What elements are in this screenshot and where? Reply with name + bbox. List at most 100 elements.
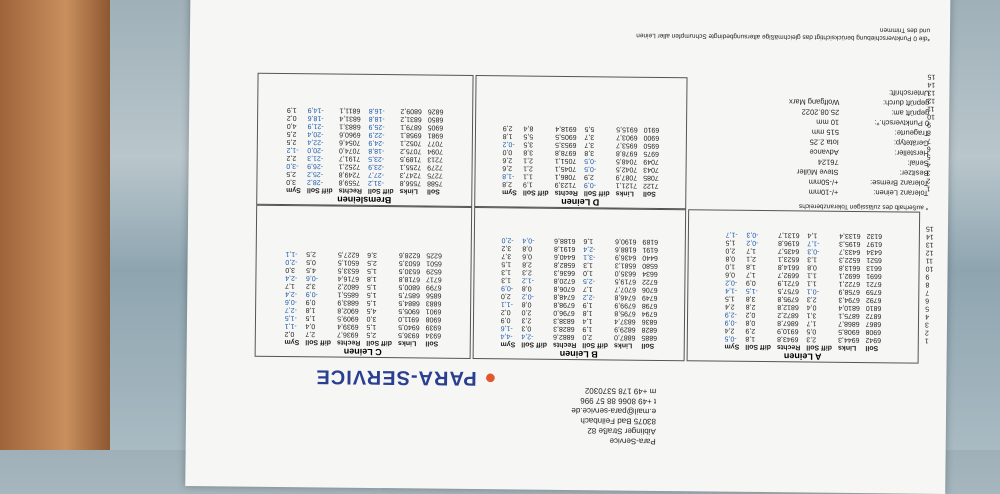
info-value: 76124	[817, 157, 839, 167]
cell: 6613,8	[838, 264, 861, 272]
cell: 1,5	[305, 314, 316, 322]
cell: 6190,6	[615, 237, 637, 246]
cell: 4,0	[286, 122, 297, 130]
cell: 6950	[643, 142, 660, 150]
row-number: 5	[925, 304, 930, 312]
cell: 6434	[866, 248, 883, 256]
cell: 6953,5	[555, 141, 577, 149]
cell: 6195,3	[839, 240, 861, 248]
cell: -2,4	[285, 274, 298, 282]
row-numbers: 1 2 3 4 5 6 7 8 9 10 11 12 13 14 15	[925, 224, 940, 344]
column-header: Soll	[425, 340, 439, 348]
cell: 0,2	[284, 330, 295, 338]
cell: 1,8	[305, 306, 316, 314]
cell: 1,3	[501, 268, 512, 276]
cell: 2,1	[523, 165, 533, 173]
column-header: diff Soll	[306, 186, 333, 195]
cell: -22,4	[307, 138, 324, 146]
cell: 6580	[642, 262, 658, 270]
cell: 6796,0	[553, 309, 575, 317]
cell: 0,8	[521, 285, 532, 293]
column-header: diff Soll	[745, 343, 772, 351]
cell: -0,5	[584, 165, 597, 173]
column-header: Links	[837, 344, 857, 352]
cell: 6831,4	[339, 115, 361, 123]
cell: 7094	[427, 148, 444, 156]
cell: 0,4	[806, 304, 817, 312]
cell: 6867	[865, 320, 882, 328]
cell: 7556,8	[399, 179, 422, 187]
info-value: +/-10mm	[808, 187, 839, 197]
cell: 6884,5	[398, 299, 420, 307]
cell: 2,3	[806, 296, 817, 304]
cell: 0,2	[500, 308, 511, 316]
column-header: Links	[397, 339, 417, 347]
cell: 3,7	[584, 133, 595, 141]
cell: 0,6	[725, 271, 736, 279]
row-number: 10	[927, 112, 935, 120]
cell: 2,5	[306, 250, 317, 258]
cell: 6435,7	[777, 247, 800, 255]
cell: 6939	[425, 324, 442, 332]
cell: 6720,8	[553, 277, 576, 285]
cell: -2,0	[285, 258, 298, 266]
cell: 6529	[426, 268, 442, 276]
row-number: 3	[924, 320, 929, 328]
tables	[185, 486, 945, 494]
cell: 1,9	[286, 106, 297, 114]
cell: -1,7	[725, 231, 738, 239]
cell: -0,3	[807, 248, 820, 256]
column-header: Rechts	[776, 343, 801, 351]
cell: 7249,8	[338, 171, 361, 179]
cell: 6872,2	[777, 311, 799, 319]
cell: 7191,7	[338, 155, 361, 163]
cell: -1,5	[745, 287, 758, 295]
row-number: 1	[924, 336, 929, 344]
cell: 6855,1	[337, 291, 359, 299]
cell: -20,4	[307, 130, 324, 138]
table-box: B Leinen Soll Links diff Soll Rechts diff Sol…	[472, 207, 687, 362]
cell: 6433,7	[838, 248, 861, 256]
email: e.mail@para-service.de	[571, 406, 657, 416]
cell: -16,8	[368, 107, 385, 115]
cell: 6706,8	[553, 285, 576, 293]
cell: 7074,0	[338, 147, 361, 155]
phone: t +49 8066 88 57 996	[580, 396, 657, 406]
row-number: 11	[927, 104, 935, 112]
cell: 2,3	[521, 317, 532, 325]
cell: 6905,5	[398, 307, 420, 315]
cell: -20,0	[307, 146, 324, 154]
cell: 7086,1	[554, 173, 577, 181]
cell: 6799,9	[614, 301, 636, 310]
cell: -0,3	[746, 231, 759, 239]
cell: 6944,3	[838, 336, 860, 344]
cell: 2,1	[523, 157, 534, 165]
cell: 1,0	[583, 269, 593, 277]
cell: 6901	[425, 308, 442, 316]
cell: 2,2	[286, 154, 297, 162]
cell: 2,8	[745, 303, 756, 311]
cell: 1,9	[522, 181, 533, 189]
cell: 2,1	[746, 255, 756, 263]
cell: 6936,5	[398, 331, 420, 339]
cell: 7255,1	[399, 163, 422, 171]
cell: 3,0	[366, 315, 377, 323]
cell: 6748,8	[553, 293, 575, 301]
cell: 6436,9	[614, 253, 637, 262]
info-value: 10 mm	[816, 117, 840, 127]
cell: 0,9	[745, 279, 756, 287]
cell: 3,6	[367, 251, 378, 259]
row-numbers: 1 2 3 4 5 6 7 8 9 10 11 12 13 14 15	[926, 72, 941, 192]
cell: -2,0	[501, 236, 514, 244]
cell: 3,1	[806, 312, 817, 320]
row-number: 14	[927, 80, 936, 88]
table-box: D Leinen Soll Links diff Soll Rechts diff Sol…	[474, 75, 688, 210]
cell: 6809,2	[400, 107, 422, 115]
cell: 3,8	[584, 149, 595, 157]
row-number: 6	[926, 144, 931, 152]
info-label: geprüft am:	[891, 108, 930, 118]
cell: 6721	[866, 280, 882, 288]
cell: -0,9	[305, 290, 318, 298]
cell: 7042,5	[615, 165, 638, 174]
cell: 6850	[427, 116, 444, 124]
